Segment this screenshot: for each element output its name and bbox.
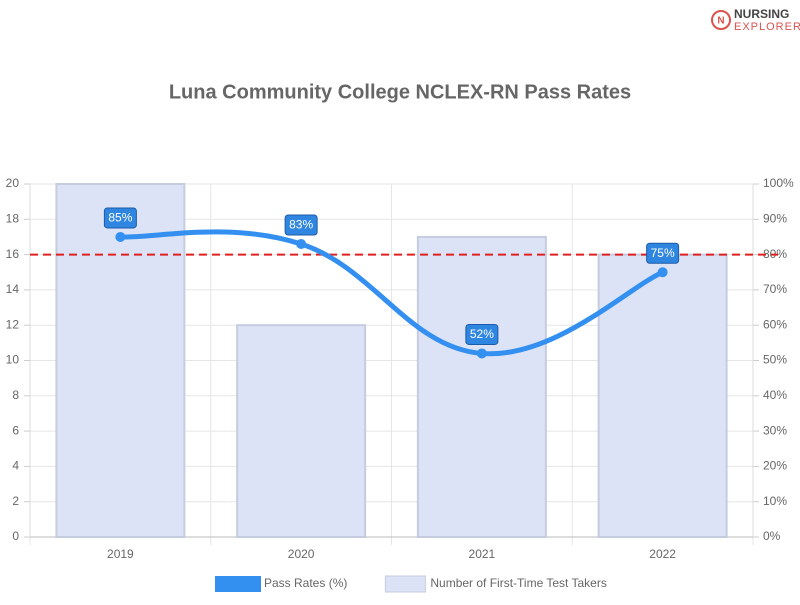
- logo-line1: NURSING: [734, 7, 789, 21]
- legend-label: Pass Rates (%): [264, 576, 347, 590]
- y2-tick-label: 20%: [763, 459, 787, 473]
- y2-tick-label: 90%: [763, 211, 787, 225]
- y2-tick-label: 60%: [763, 317, 787, 331]
- point: [296, 239, 307, 250]
- data-label-box: [646, 242, 680, 264]
- y-tick-label: 4: [12, 459, 19, 473]
- data-label-box: [103, 207, 137, 229]
- y-tick-label: 20: [6, 176, 20, 190]
- bar: [55, 183, 186, 538]
- y2-tick-label: 30%: [763, 423, 787, 437]
- y-tick-label: 6: [12, 423, 19, 437]
- y2-tick-label: 10%: [763, 494, 787, 508]
- point: [476, 348, 487, 359]
- y-tick-label: 8: [12, 388, 19, 402]
- data-label: 75%: [651, 246, 675, 260]
- legend-swatch: [384, 575, 426, 593]
- y-tick-label: 2: [12, 494, 19, 508]
- point: [657, 267, 668, 278]
- bar: [416, 235, 547, 538]
- data-label: 52%: [470, 327, 494, 341]
- logo-line2: EXPLORER: [734, 21, 800, 33]
- logo-icon-text: N: [717, 16, 724, 27]
- x-tick-label: 2020: [288, 547, 315, 561]
- x-tick-label: 2021: [469, 547, 496, 561]
- y2-tick-label: 100%: [763, 176, 794, 190]
- y-tick-label: 16: [6, 247, 20, 261]
- x-tick-label: 2022: [649, 547, 676, 561]
- y-tick-label: 18: [6, 211, 20, 225]
- data-label-box: [465, 323, 499, 345]
- legend-swatch: [215, 576, 261, 592]
- y2-tick-label: 0%: [763, 529, 781, 543]
- line: [120, 229, 664, 357]
- y2-tick-label: 70%: [763, 282, 787, 296]
- logo: N NURSING EXPLORER: [711, 7, 800, 33]
- legend-label: Number of First-Time Test Takers: [430, 576, 606, 590]
- point: [115, 231, 126, 242]
- chart-title: Luna Community College NCLEX-RN Pass Rat…: [169, 81, 631, 103]
- y2-tick-label: 40%: [763, 388, 787, 402]
- y-tick-label: 0: [12, 529, 19, 543]
- data-label: 85%: [108, 211, 132, 225]
- y2-tick-label: 50%: [763, 353, 787, 367]
- y-tick-label: 10: [6, 353, 20, 367]
- data-label-box: [284, 214, 318, 236]
- x-tick-label: 2019: [107, 547, 134, 561]
- bar: [236, 324, 367, 539]
- y-tick-label: 14: [6, 282, 20, 296]
- data-label: 83%: [289, 218, 313, 232]
- bar: [597, 253, 728, 538]
- logo-icon: [711, 10, 731, 30]
- y-tick-label: 12: [6, 317, 20, 331]
